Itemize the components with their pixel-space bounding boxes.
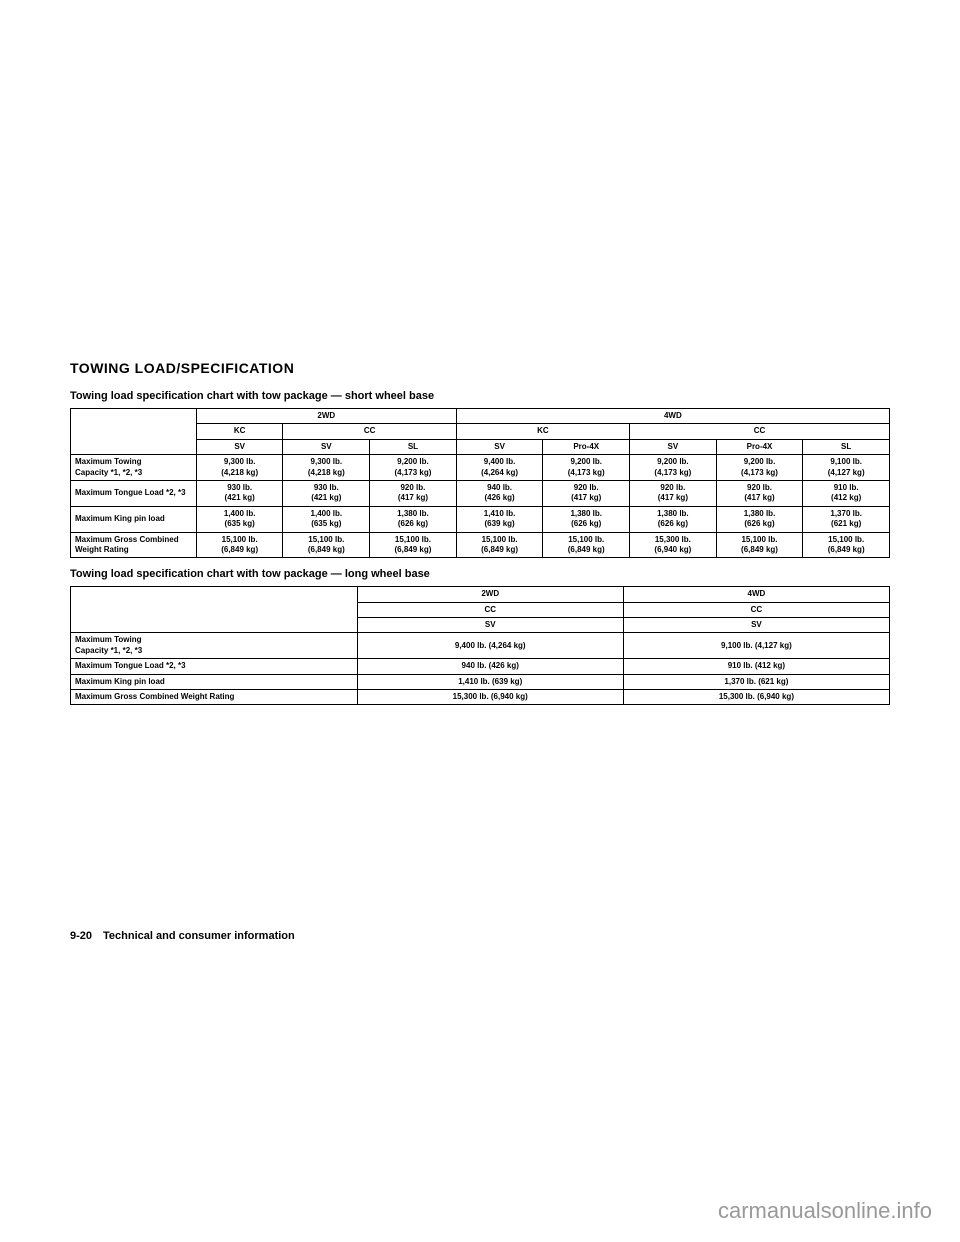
row-label: Maximum Gross Combined Weight Rating [71,690,358,705]
data-cell: 920 lb.(417 kg) [543,480,630,506]
data-cell: 9,400 lb.(4,264 kg) [456,455,543,481]
data-cell: 15,100 lb.(6,849 kg) [196,532,283,558]
data-cell: 940 lb. (426 kg) [357,659,623,674]
trim-cell: Pro-4X [543,439,630,454]
cab-cell: CC [630,424,890,439]
data-cell: 9,300 lb.(4,218 kg) [196,455,283,481]
trim-cell: SV [630,439,717,454]
header-row-drive: 2WD 4WD [71,587,890,602]
data-cell: 9,200 lb.(4,173 kg) [630,455,717,481]
blank-header [71,409,197,455]
watermark: carmanualsonline.info [718,1198,932,1224]
page-content: TOWING LOAD/SPECIFICATION Towing load sp… [70,360,890,705]
row-label: Maximum Tongue Load *2, *3 [71,480,197,506]
row-label: Maximum TowingCapacity *1, *2, *3 [71,633,358,659]
row-label: Maximum Tongue Load *2, *3 [71,659,358,674]
trim-cell: SV [456,439,543,454]
trim-cell: SV [623,618,889,633]
data-cell: 15,100 lb.(6,849 kg) [370,532,457,558]
trim-cell: Pro-4X [716,439,803,454]
table-row: Maximum King pin load1,410 lb. (639 kg)1… [71,674,890,689]
trim-cell: SV [357,618,623,633]
data-cell: 1,370 lb.(621 kg) [803,506,890,532]
cab-cell: KC [456,424,629,439]
trim-cell: SV [196,439,283,454]
cab-cell: CC [357,602,623,617]
data-cell: 15,100 lb.(6,849 kg) [543,532,630,558]
data-cell: 930 lb.(421 kg) [196,480,283,506]
data-cell: 910 lb.(412 kg) [803,480,890,506]
drive-cell: 4WD [623,587,889,602]
data-cell: 15,100 lb.(6,849 kg) [283,532,370,558]
data-cell: 9,200 lb.(4,173 kg) [716,455,803,481]
data-cell: 1,380 lb.(626 kg) [370,506,457,532]
table-row: Maximum TowingCapacity *1, *2, *39,400 l… [71,633,890,659]
table-row: Maximum King pin load1,400 lb.(635 kg)1,… [71,506,890,532]
data-cell: 15,100 lb.(6,849 kg) [716,532,803,558]
table-row: Maximum TowingCapacity *1, *2, *39,300 l… [71,455,890,481]
trim-cell: SL [370,439,457,454]
data-cell: 15,300 lb. (6,940 kg) [623,690,889,705]
data-cell: 9,100 lb.(4,127 kg) [803,455,890,481]
data-cell: 930 lb.(421 kg) [283,480,370,506]
data-cell: 1,380 lb.(626 kg) [630,506,717,532]
drive-cell: 2WD [357,587,623,602]
table-row: Maximum Tongue Load *2, *3940 lb. (426 k… [71,659,890,674]
trim-cell: SV [283,439,370,454]
data-cell: 9,400 lb. (4,264 kg) [357,633,623,659]
row-label: Maximum TowingCapacity *1, *2, *3 [71,455,197,481]
data-cell: 1,370 lb. (621 kg) [623,674,889,689]
table-short-wheelbase: 2WD 4WD KC CC KC CC SV SV SL SV Pro-4X S… [70,408,890,558]
data-cell: 920 lb.(417 kg) [370,480,457,506]
page-footer: 9-20 Technical and consumer information [70,930,295,942]
data-cell: 1,380 lb.(626 kg) [716,506,803,532]
data-cell: 910 lb. (412 kg) [623,659,889,674]
trim-cell: SL [803,439,890,454]
blank-header [71,587,358,633]
data-cell: 9,200 lb.(4,173 kg) [543,455,630,481]
section-title: TOWING LOAD/SPECIFICATION [70,360,890,376]
data-cell: 1,410 lb. (639 kg) [357,674,623,689]
data-cell: 1,410 lb.(639 kg) [456,506,543,532]
drive-cell: 4WD [456,409,889,424]
data-cell: 15,300 lb.(6,940 kg) [630,532,717,558]
drive-cell: 2WD [196,409,456,424]
table2-caption: Towing load specification chart with tow… [70,568,890,580]
data-cell: 15,100 lb.(6,849 kg) [456,532,543,558]
row-label: Maximum King pin load [71,506,197,532]
data-cell: 940 lb.(426 kg) [456,480,543,506]
data-cell: 9,200 lb.(4,173 kg) [370,455,457,481]
data-cell: 920 lb.(417 kg) [630,480,717,506]
data-cell: 15,300 lb. (6,940 kg) [357,690,623,705]
table-row: Maximum Tongue Load *2, *3930 lb.(421 kg… [71,480,890,506]
data-cell: 9,100 lb. (4,127 kg) [623,633,889,659]
row-label: Maximum Gross CombinedWeight Rating [71,532,197,558]
data-cell: 1,400 lb.(635 kg) [283,506,370,532]
cab-cell: CC [283,424,456,439]
data-cell: 1,400 lb.(635 kg) [196,506,283,532]
data-cell: 1,380 lb.(626 kg) [543,506,630,532]
table-long-wheelbase: 2WD 4WD CC CC SV SV Maximum TowingCapaci… [70,586,890,705]
cab-cell: KC [196,424,283,439]
cab-cell: CC [623,602,889,617]
row-label: Maximum King pin load [71,674,358,689]
data-cell: 9,300 lb.(4,218 kg) [283,455,370,481]
table1-caption: Towing load specification chart with tow… [70,390,890,402]
table-row: Maximum Gross CombinedWeight Rating15,10… [71,532,890,558]
table-row: Maximum Gross Combined Weight Rating15,3… [71,690,890,705]
data-cell: 15,100 lb.(6,849 kg) [803,532,890,558]
data-cell: 920 lb.(417 kg) [716,480,803,506]
header-row-drive: 2WD 4WD [71,409,890,424]
